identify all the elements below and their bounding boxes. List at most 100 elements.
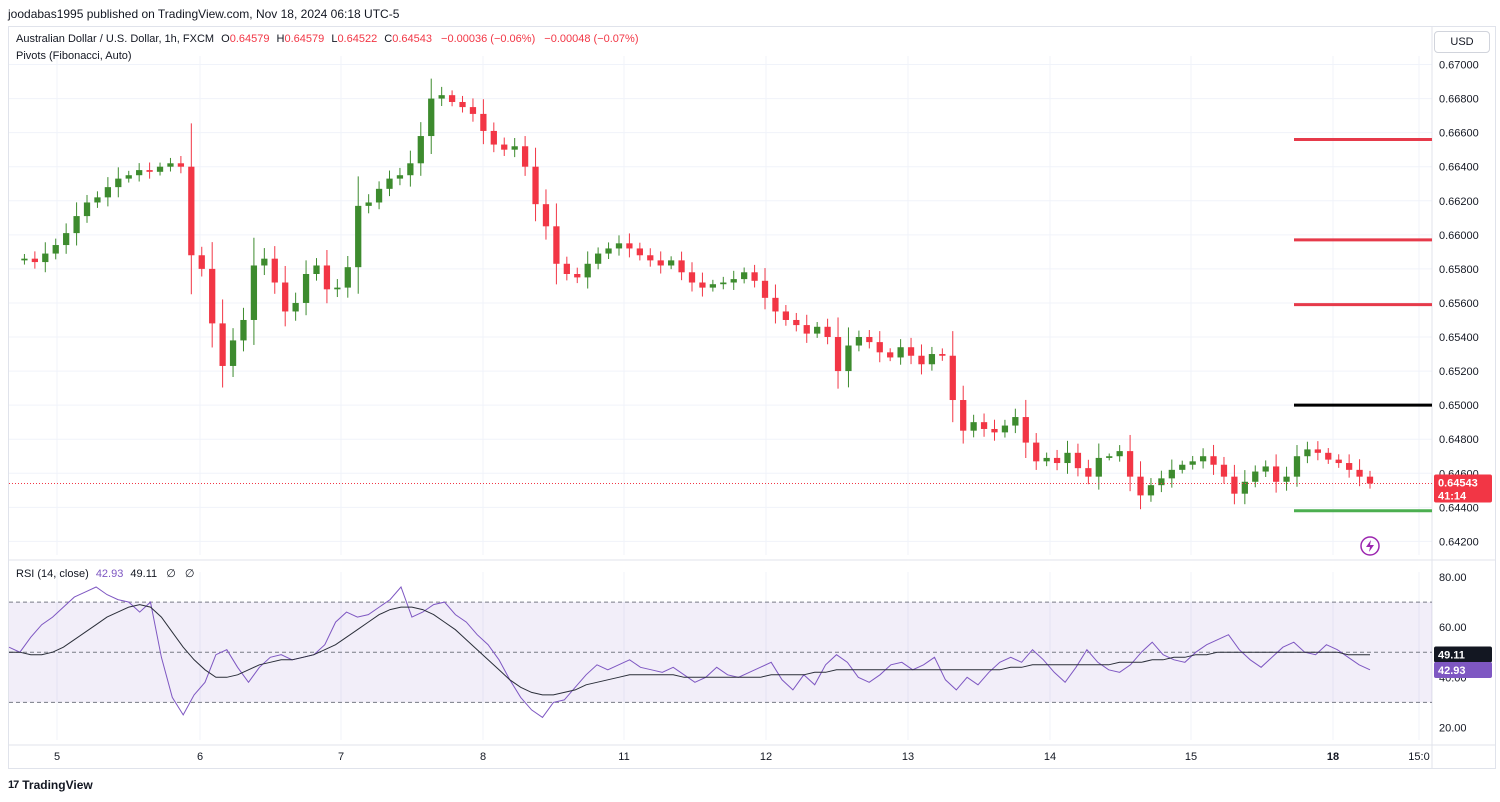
candle-body [219, 323, 226, 366]
candle-body [428, 98, 435, 137]
lightning-icon[interactable] [1360, 536, 1380, 556]
change-value: −0.00036 (−0.06%) [441, 33, 536, 45]
time-tick-label: 5 [54, 751, 60, 763]
time-tick-label: 13 [902, 751, 914, 763]
candle-body [918, 355, 925, 365]
candle-body [709, 284, 716, 288]
publish-line: joodabas1995 published on TradingView.co… [8, 7, 400, 21]
open-value: 0.64579 [229, 33, 270, 45]
candle-body [125, 175, 132, 179]
candle-body [480, 113, 487, 131]
candle-body [459, 101, 466, 108]
close-label: C [384, 33, 393, 45]
price-tick-label: 0.65600 [1439, 298, 1479, 310]
candle-body [438, 95, 445, 99]
rsi-null-1: ∅ [166, 568, 176, 580]
time-tick-label: 8 [480, 751, 486, 763]
candle-body [626, 243, 633, 249]
symbol-legend[interactable]: Australian Dollar / U.S. Dollar, 1h, FXC… [16, 33, 638, 45]
candle-body [302, 273, 310, 303]
last-price-tag-text: 41:14 [1438, 490, 1467, 502]
rsi-legend[interactable]: RSI (14, close) 42.93 49.11 ∅ ∅ [16, 567, 194, 580]
time-tick-label: 15:0 [1408, 751, 1429, 763]
price-tick-label: 0.64800 [1439, 434, 1479, 446]
candle-body [1001, 425, 1009, 433]
candle-body [63, 233, 70, 246]
price-tick-label: 0.65800 [1439, 264, 1479, 276]
low-value: 0.64522 [337, 33, 378, 45]
candle-body [1220, 464, 1228, 477]
candle-body [1126, 451, 1134, 477]
rsi-value-tag-text: 42.93 [1438, 665, 1466, 677]
candle-body [229, 340, 237, 366]
candle-body [250, 265, 258, 320]
rsi-ma-tag: 49.11 [1434, 646, 1492, 663]
change-value-2: −0.00048 (−0.07%) [544, 33, 639, 45]
candle-body [1325, 452, 1332, 460]
candle-body [688, 272, 696, 283]
last-price-tag-bg [1434, 474, 1492, 503]
price-axis[interactable]: 0.67000 0.66800 0.66600 0.66400 0.66200 0.660… [1439, 60, 1479, 549]
price-tick-label: 0.64200 [1439, 536, 1479, 548]
candle-body [1064, 452, 1071, 464]
candle-body [793, 319, 800, 326]
price-tick-label: 0.66400 [1439, 162, 1479, 174]
candle-body [1179, 464, 1186, 470]
time-axis[interactable]: 5 6 7 8 11 12 13 14 15 18 15:0 [54, 751, 1430, 763]
rsi-ma-value: 49.11 [130, 568, 158, 580]
candle-body [1366, 476, 1374, 484]
candle-body [501, 144, 508, 150]
candle-body [167, 163, 174, 167]
price-tick-label: 0.66800 [1439, 94, 1479, 106]
candle-body [136, 170, 143, 176]
candle-body [584, 263, 591, 278]
rsi-tick-label: 80.00 [1439, 572, 1467, 584]
candle-body [803, 325, 810, 334]
candle-body [970, 422, 977, 431]
open-label: O [221, 33, 230, 45]
pivots-indicator-label[interactable]: Pivots (Fibonacci, Auto) [16, 50, 132, 62]
candle-body [1022, 417, 1029, 443]
price-tick-label: 0.65400 [1439, 332, 1479, 344]
tradingview-logo[interactable]: 17 TradingView [8, 778, 93, 792]
candle-body [198, 255, 205, 269]
candle-body [991, 428, 998, 433]
candle-body [876, 342, 883, 353]
candle-body [1085, 468, 1092, 477]
candle-body [939, 354, 946, 356]
time-tick-label: 11 [618, 751, 629, 763]
candle-body [1053, 457, 1061, 464]
candle-body [146, 170, 153, 172]
tradingview-logo-icon: 17 [8, 779, 19, 791]
rsi-value-tag-bg [1434, 661, 1492, 678]
candle-body [594, 253, 602, 264]
candle-body [21, 258, 28, 261]
rsi-band [9, 601, 1432, 703]
candle-body [1262, 466, 1269, 472]
candle-body [1106, 456, 1113, 458]
candle-body [1137, 476, 1144, 496]
candle-body [334, 287, 341, 290]
candle-body [960, 400, 967, 431]
candle-body [1293, 456, 1301, 477]
rsi-value-tag: 42.93 [1434, 661, 1492, 678]
candle-body [678, 260, 685, 273]
candle-body [490, 130, 497, 145]
price-tick-label: 0.66000 [1439, 230, 1479, 242]
candle-body [980, 422, 988, 429]
candle-body [177, 163, 185, 167]
candle-body [949, 355, 956, 401]
candle-body [1314, 449, 1321, 453]
candle-body [1095, 457, 1102, 477]
candle-body [1012, 417, 1019, 426]
candle-body [156, 166, 164, 172]
rsi-ma-line [9, 604, 1370, 696]
candle-body [1231, 476, 1238, 494]
candle-body [720, 282, 727, 285]
currency-button[interactable]: USD [1434, 31, 1490, 53]
candle-body [605, 248, 612, 254]
candle-body [751, 272, 758, 281]
candle-body [1272, 466, 1280, 482]
time-tick-label: 12 [760, 751, 772, 763]
